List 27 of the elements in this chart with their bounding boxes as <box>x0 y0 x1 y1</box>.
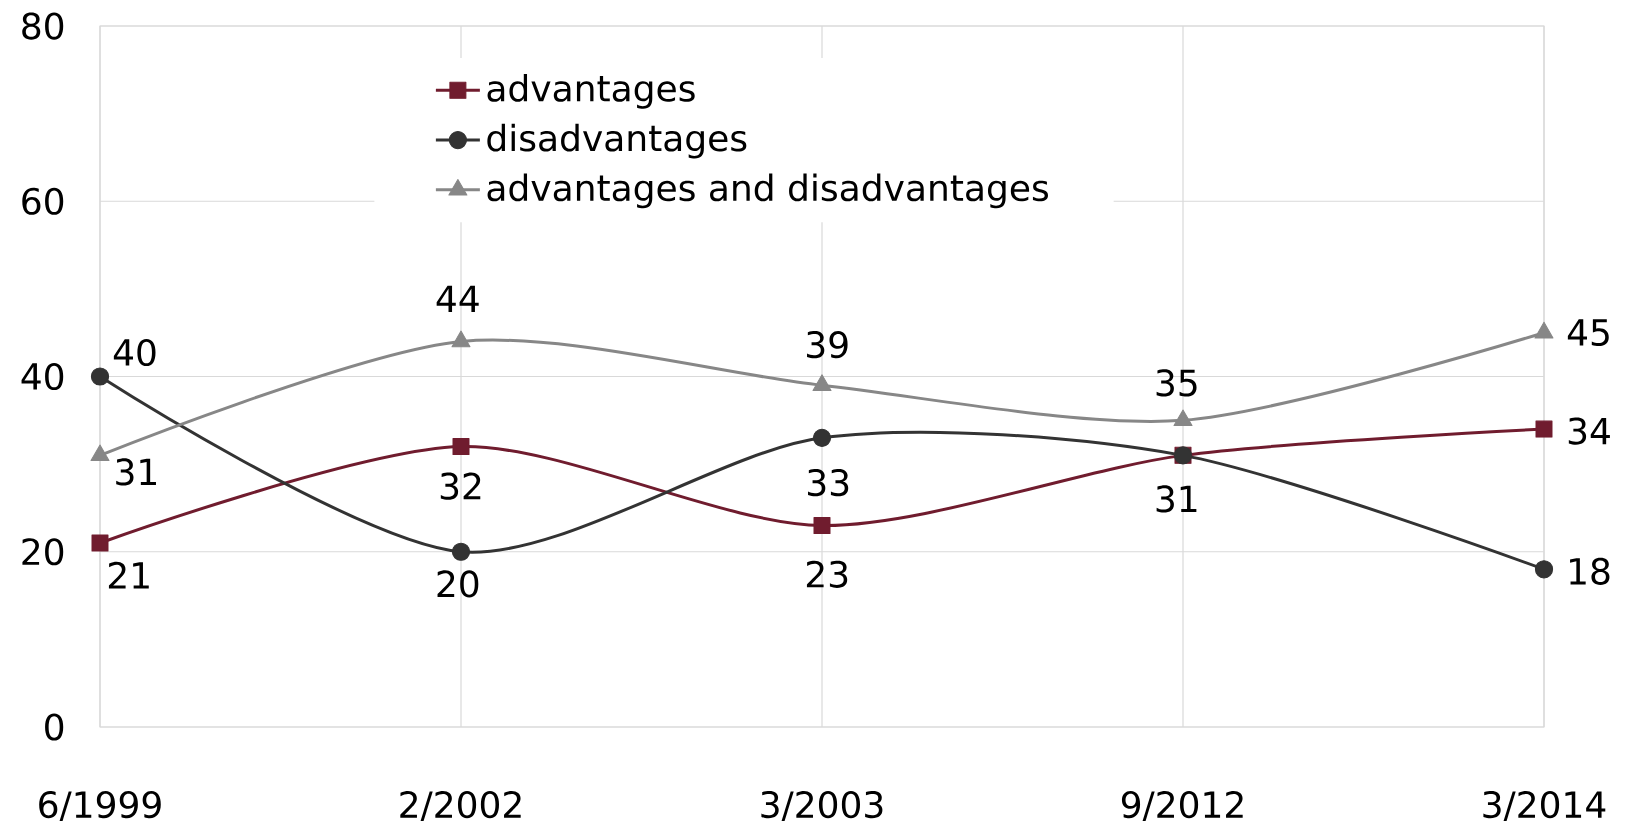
data-label: 35 <box>1156 369 1197 397</box>
data-label: 32 <box>440 472 481 500</box>
data-label: 23 <box>806 560 848 588</box>
x-tick-label: 3/2003 <box>761 790 883 822</box>
x-tick-label: 3/2014 <box>1483 790 1606 822</box>
y-tick-label: 20 <box>22 538 64 566</box>
data-label: 21 <box>108 561 149 589</box>
x-tick-label: 2/2002 <box>400 790 521 822</box>
y-tick-label: 60 <box>22 187 64 215</box>
data-label: 31 <box>1156 485 1197 513</box>
y-tick-label: 80 <box>22 12 64 40</box>
legend-label: advantages <box>487 73 695 109</box>
data-label: 40 <box>113 338 156 367</box>
data-label: 31 <box>116 458 156 486</box>
x-tick-label: 6/1999 <box>39 790 161 822</box>
data-label: 20 <box>437 570 479 598</box>
y-tick-label: 0 <box>45 713 64 741</box>
x-tick-label: 9/2012 <box>1121 790 1243 822</box>
data-label: 18 <box>1570 557 1610 585</box>
data-label: 34 <box>1568 417 1610 445</box>
data-label: 39 <box>807 331 848 359</box>
data-label: 45 <box>1567 319 1609 347</box>
legend-label: advantages and disadvantages <box>487 173 1048 209</box>
legend-label: disadvantages <box>487 123 747 159</box>
y-tick-label: 40 <box>21 362 64 391</box>
data-label: 44 <box>436 285 479 312</box>
data-label: 33 <box>808 469 849 497</box>
